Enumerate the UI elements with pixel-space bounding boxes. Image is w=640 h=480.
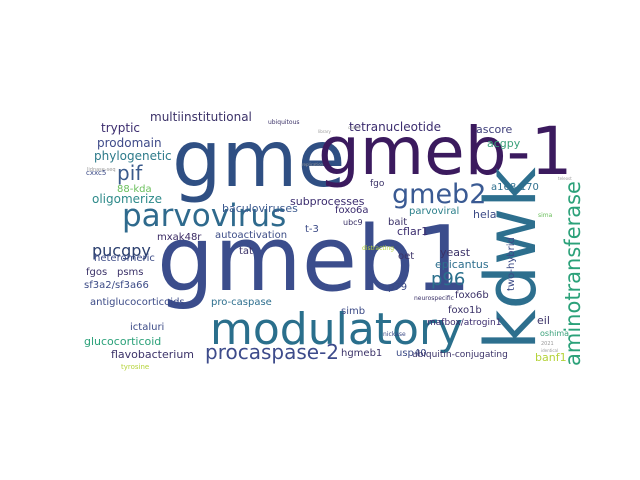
cloud-word: banf1 xyxy=(535,351,567,364)
cloud-word: replication xyxy=(302,162,324,167)
cloud-word: tetranucleotide xyxy=(349,120,441,134)
cloud-word: ubiquitin-conjugating xyxy=(412,350,508,360)
cloud-word: p79 xyxy=(388,282,407,293)
cloud-word: tyrosine xyxy=(121,363,149,371)
cloud-word: flavobacterium xyxy=(111,348,194,361)
cloud-word: oligomerize xyxy=(92,192,162,206)
cloud-word: kdwk xyxy=(470,167,552,350)
cloud-word: identical xyxy=(541,348,558,353)
cloud-word: oet xyxy=(398,251,414,262)
cloud-word: parvoviral xyxy=(409,206,459,217)
cloud-word: ictaluri xyxy=(130,322,164,333)
cloud-word: t-3 xyxy=(305,224,319,235)
cloud-word: foxo6a xyxy=(335,205,369,216)
cloud-word: called xyxy=(348,125,360,130)
cloud-word: teleost xyxy=(558,176,572,181)
cloud-word: bait xyxy=(388,217,407,228)
cloud-word: aminotransferase xyxy=(561,181,585,366)
cloud-word: nickase xyxy=(383,331,406,338)
cloud-word: fgos xyxy=(86,267,107,278)
cloud-word: hgmeb1 xyxy=(341,348,382,359)
cloud-word: tat xyxy=(239,246,253,257)
cloud-word: eil xyxy=(537,314,550,327)
cloud-word: distracting xyxy=(362,245,394,252)
cloud-word: epicantus xyxy=(435,258,489,271)
cloud-word: pucgpy xyxy=(92,241,151,260)
cloud-word: procaspase-2 xyxy=(205,340,339,364)
cloud-word: 2021 xyxy=(541,341,554,347)
cloud-word: 88-kda xyxy=(117,184,152,195)
cloud-word: cxxc5 xyxy=(86,169,106,177)
cloud-word: gmeb-1 xyxy=(318,113,573,190)
cloud-word: oshima xyxy=(540,329,569,338)
cloud-word: a168-170 xyxy=(491,182,539,193)
cloud-word: ubc9 xyxy=(343,218,363,227)
cloud-word: neurospecific xyxy=(414,295,454,302)
cloud-word: mafbox/atrogin1 xyxy=(427,318,501,328)
cloud-word: library xyxy=(318,129,332,134)
cloud-word: ascore xyxy=(476,123,513,136)
cloud-word: hela xyxy=(473,208,497,221)
cloud-word: antiglucocorticoids xyxy=(90,297,185,308)
cloud-word: phylogenetic xyxy=(94,149,172,163)
cloud-word: pro-caspase xyxy=(211,297,272,308)
cloud-word: ubiquitous xyxy=(268,119,300,126)
cloud-word: p96 xyxy=(431,269,465,290)
cloud-word: two-hybrid xyxy=(506,237,517,291)
cloud-word: glucocorticoid xyxy=(84,335,161,348)
cloud-word: lidnase-seq xyxy=(87,167,116,173)
cloud-word: gme xyxy=(172,115,345,205)
cloud-word: baculoviruses xyxy=(222,202,298,215)
cloud-word: tryptic xyxy=(101,121,140,135)
cloud-word: acgpy xyxy=(487,137,521,150)
cloud-word: foxo6b xyxy=(455,290,489,301)
cloud-word: psms xyxy=(117,267,144,278)
cloud-word: multiinstitutional xyxy=(150,110,252,124)
cloud-word: simb xyxy=(341,306,365,317)
cloud-word: modulatory xyxy=(210,304,463,355)
cloud-word: gmeb2 xyxy=(392,179,486,210)
cloud-word: autoactivation xyxy=(215,230,287,241)
cloud-word: yeast xyxy=(440,246,471,259)
cloud-word: sima xyxy=(538,212,553,219)
cloud-word: cflar1 xyxy=(397,225,428,238)
cloud-word: sf3a2/sf3a66 xyxy=(84,280,149,291)
cloud-word: gmeb1 xyxy=(157,207,472,312)
cloud-word: parvovirus xyxy=(122,198,286,234)
cloud-word: pif xyxy=(117,161,143,185)
cloud-word: heteromeric xyxy=(94,253,155,264)
cloud-word: foxo1b xyxy=(448,305,482,316)
cloud-word: prodomain xyxy=(97,136,162,150)
cloud-word: usp40 xyxy=(396,348,427,359)
cloud-word: fgo xyxy=(370,179,385,189)
cloud-word: subprocesses xyxy=(290,195,365,208)
cloud-word: mxak48r xyxy=(157,232,202,243)
